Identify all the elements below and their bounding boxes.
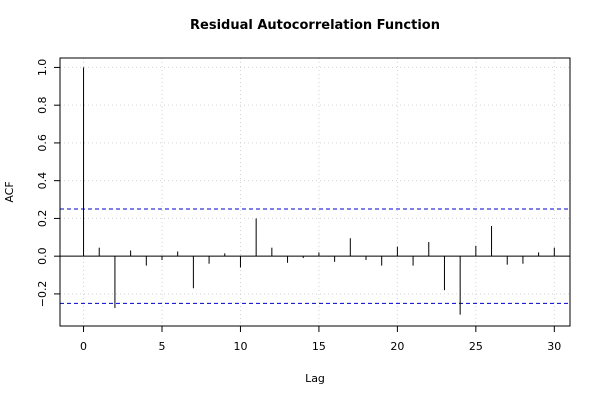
- chart-title: Residual Autocorrelation Function: [190, 18, 440, 33]
- acf-spikes: [83, 67, 555, 315]
- x-axis: 0 5 10 15 20 25 30: [80, 326, 561, 353]
- x-tick-label: 20: [390, 340, 404, 353]
- y-tick-label: 0.6: [36, 134, 49, 152]
- y-tick-label: 1.0: [36, 59, 49, 77]
- y-tick-label: 0.2: [36, 210, 49, 228]
- y-axis-label: ACF: [3, 181, 16, 202]
- x-tick-label: 30: [547, 340, 561, 353]
- x-tick-label: 5: [159, 340, 166, 353]
- x-axis-label: Lag: [305, 372, 325, 385]
- x-tick-label: 0: [80, 340, 87, 353]
- y-tick-label: 0.0: [36, 247, 49, 265]
- x-tick-label: 10: [233, 340, 247, 353]
- confidence-bounds: [60, 208, 570, 304]
- y-tick-label: −0.2: [36, 281, 49, 308]
- y-axis: −0.2 0.0 0.2 0.4 0.6 0.8 1.0: [36, 59, 60, 308]
- grid: [60, 58, 570, 326]
- y-tick-label: 0.8: [36, 96, 49, 114]
- x-tick-label: 25: [469, 340, 483, 353]
- x-tick-label: 15: [312, 340, 326, 353]
- plot-frame: [59, 57, 571, 327]
- y-tick-label: 0.4: [36, 172, 49, 190]
